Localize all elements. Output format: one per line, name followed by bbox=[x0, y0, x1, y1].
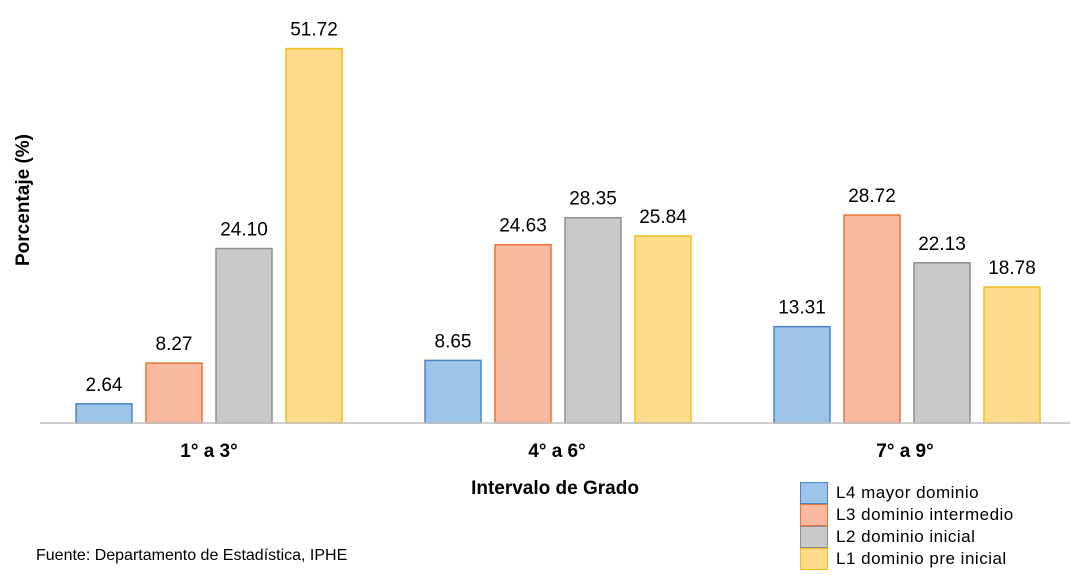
bar-3-1 bbox=[215, 247, 273, 424]
legend-swatch-l4 bbox=[800, 482, 828, 504]
legend-item-l3: L3 dominio intermedio bbox=[800, 504, 1014, 526]
data-label-4-3: 18.78 bbox=[988, 258, 1036, 279]
bar-2-1 bbox=[145, 362, 203, 424]
bar-3-2 bbox=[564, 216, 622, 424]
data-label-3-3: 22.13 bbox=[918, 234, 966, 255]
data-label-1-2: 8.65 bbox=[435, 331, 472, 352]
legend-label-l1: L1 dominio pre inicial bbox=[836, 549, 1007, 568]
data-label-4-2: 25.84 bbox=[639, 207, 687, 228]
data-label-2-3: 28.72 bbox=[848, 186, 896, 207]
bar-1-2 bbox=[424, 359, 482, 424]
data-label-3-2: 28.35 bbox=[569, 189, 617, 210]
x-tick-label-1: 1° a 3° bbox=[180, 441, 237, 462]
legend-label-l3: L3 dominio intermedio bbox=[836, 505, 1014, 524]
bar-1-1 bbox=[75, 403, 133, 424]
legend-swatch-l3 bbox=[800, 504, 828, 526]
x-axis-title: Intervalo de Grado bbox=[471, 478, 639, 499]
bar-4-2 bbox=[634, 235, 692, 424]
bar-2-3 bbox=[843, 214, 901, 424]
y-axis-title: Porcentaje (%) bbox=[4, 100, 44, 300]
legend-item-l2: L2 dominio inicial bbox=[800, 526, 1014, 548]
x-tick-label-3: 7° a 9° bbox=[876, 441, 933, 462]
data-label-3-1: 24.10 bbox=[220, 220, 268, 241]
bar-4-1 bbox=[285, 47, 343, 424]
source-note: Fuente: Departamento de Estadística, IPH… bbox=[36, 547, 348, 564]
data-label-2-2: 24.63 bbox=[499, 216, 547, 237]
legend-item-l1: L1 dominio pre inicial bbox=[800, 548, 1014, 570]
legend-item-l4: L4 mayor dominio bbox=[800, 482, 1014, 504]
data-label-1-1: 2.64 bbox=[86, 375, 123, 396]
bar-2-2 bbox=[494, 243, 552, 424]
legend-swatch-l1 bbox=[800, 548, 828, 570]
bar-3-3 bbox=[913, 262, 971, 424]
legend-label-l4: L4 mayor dominio bbox=[836, 483, 980, 502]
data-label-4-1: 51.72 bbox=[290, 20, 338, 41]
bar-4-3 bbox=[983, 286, 1041, 424]
legend: L4 mayor dominio L3 dominio intermedio L… bbox=[800, 482, 1014, 570]
x-tick-label-2: 4° a 6° bbox=[528, 441, 585, 462]
legend-label-l2: L2 dominio inicial bbox=[836, 527, 976, 546]
bar-1-3 bbox=[773, 325, 831, 424]
data-label-2-1: 8.27 bbox=[156, 334, 193, 355]
data-label-1-3: 13.31 bbox=[778, 298, 826, 319]
legend-swatch-l2 bbox=[800, 526, 828, 548]
y-axis-title-text: Porcentaje (%) bbox=[13, 134, 34, 266]
